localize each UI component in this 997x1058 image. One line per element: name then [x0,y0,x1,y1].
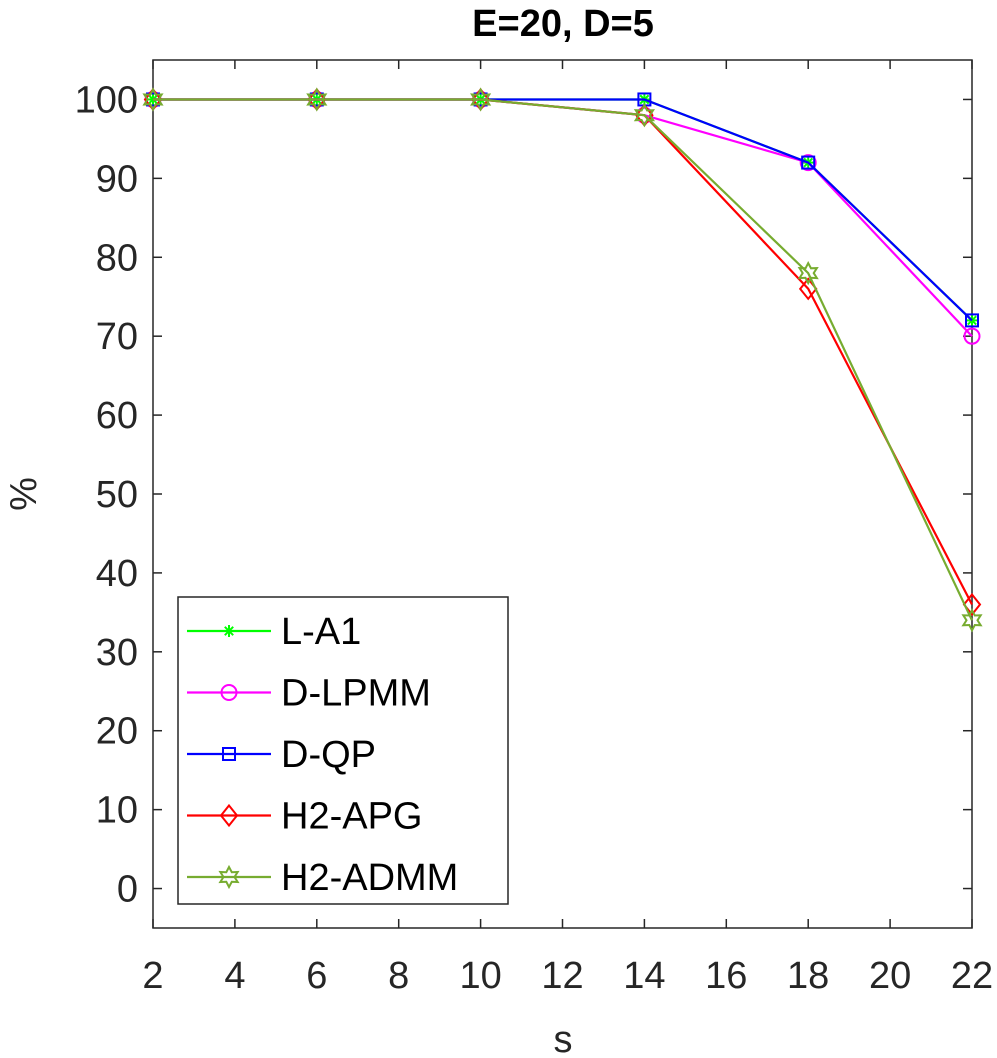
data-point-l-a1-stroke [967,315,977,326]
legend-label-h2-apg: H2-APG [281,796,422,838]
data-point-d-lpmm [799,154,817,172]
chart-title: E=20, D=5 [472,3,654,45]
y-tick-label: 70 [96,316,138,358]
legend-marker-l-a1-stroke [224,626,234,636]
data-point-h2-admm [306,87,328,112]
y-tick-label: 60 [96,395,138,437]
data-point-d-qp [965,313,979,328]
series-layer [142,87,983,633]
legend-entry-l-a1: L-A1 [187,611,361,653]
legend-entry-d-qp: D-QP [187,734,376,776]
legend-marker-l-a1 [223,625,235,637]
x-axis-ticks: 2 4 6 8 10 12 14 16 18 20 22 [142,60,993,997]
y-tick-label: 90 [96,158,138,200]
legend-marker-h2-admm [218,864,240,890]
legend-label-d-qp: D-QP [281,734,376,776]
data-point-h2-admm [470,87,492,112]
data-point-h2-admm [797,260,819,286]
legend-entry-h2-apg: H2-APG [187,796,422,838]
legend-label-h2-admm: H2-ADMM [281,857,458,899]
legend: L-A1 D-LPMM D-QP H2-APG H2-ADMM [177,596,509,905]
data-point-h2-admm [633,103,655,128]
x-tick-label: 6 [306,955,327,997]
legend-box [177,596,509,905]
y-axis-label: % [3,477,45,511]
series-line-h2-admm [153,98,973,621]
x-tick-label: 2 [142,955,163,997]
series-h2-admm [142,87,983,633]
y-tick-label: 80 [96,237,138,279]
x-tick-label: 14 [623,955,665,997]
y-tick-label: 10 [96,790,138,832]
legend-marker-h2-apg [219,803,239,828]
y-tick-label: 50 [96,474,138,516]
y-tick-label: 30 [96,632,138,674]
legend-label-l-a1: L-A1 [281,611,361,653]
x-tick-label: 16 [705,955,747,997]
data-point-h2-admm [961,608,983,633]
y-axis-ticks: 0 10 20 30 40 50 60 70 80 90 100 [75,79,972,911]
data-point-h2-admm [142,87,164,112]
y-tick-label: 100 [75,79,138,121]
y-tick-label: 0 [117,869,138,911]
x-tick-label: 10 [459,955,501,997]
data-point-d-lpmm [963,327,981,345]
x-tick-label: 22 [951,955,993,997]
x-tick-label: 18 [787,955,829,997]
x-tick-label: 8 [388,955,409,997]
legend-marker-d-lpmm [220,684,238,701]
x-tick-label: 4 [224,955,245,997]
data-point-h2-apg [962,592,982,617]
legend-entry-d-lpmm: D-LPMM [187,673,431,715]
x-tick-label: 20 [869,955,911,997]
legend-marker-d-qp [222,747,236,761]
data-point-d-qp [801,155,816,170]
x-tick-label: 12 [541,955,583,997]
x-axis-label: s [554,1019,573,1058]
legend-label-d-lpmm: D-LPMM [281,673,431,715]
y-tick-label: 20 [96,711,138,753]
y-tick-label: 40 [96,553,138,595]
legend-entry-h2-admm: H2-ADMM [187,857,458,899]
